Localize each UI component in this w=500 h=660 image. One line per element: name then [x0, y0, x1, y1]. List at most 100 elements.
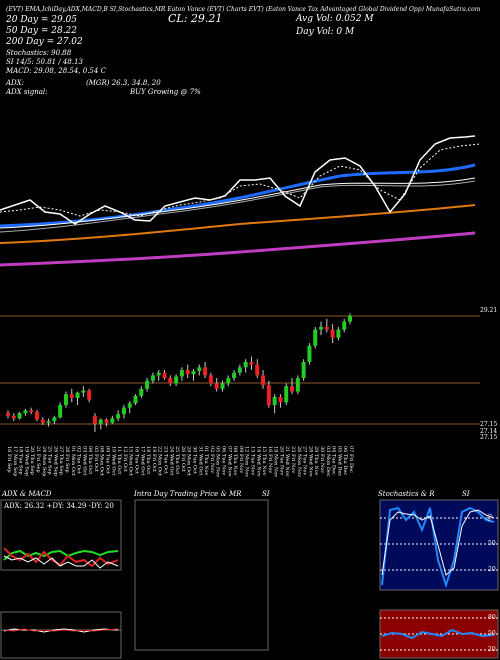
x-tick-label: 23 Tue Oct: [163, 446, 169, 474]
candle-body: [307, 345, 312, 362]
x-tick-label: 08 Mon Oct: [99, 446, 105, 476]
stoch-d-line: [381, 509, 495, 576]
candle-body: [52, 417, 57, 422]
candle-body: [319, 326, 324, 330]
x-tick-label: 17 Mon Sep: [12, 446, 18, 476]
buy-signal: BUY Growing @ 7%: [130, 88, 201, 96]
x-tick-label: 21 Fri Sep: [35, 446, 41, 473]
candle-body: [237, 367, 242, 373]
stoch-level-80-label: 80: [484, 512, 495, 523]
ema-200-line: [0, 231, 476, 267]
candle-body: [162, 372, 167, 379]
candle-body: [34, 412, 39, 420]
candle-body: [81, 390, 86, 393]
x-tick-label: 30 Fri Nov: [319, 446, 325, 473]
candle-body: [266, 385, 271, 405]
candle-body: [342, 321, 347, 330]
price-chart: 16 Fri Sep 17 Mon Sep 18 Tue Sep 19 Wed Sep…: [0, 135, 481, 477]
candle-body: [58, 405, 63, 418]
stochastics-title: Stochastics & R: [378, 490, 435, 498]
candle-body: [69, 394, 74, 398]
x-tick-label: 25 Thu Oct: [174, 446, 180, 474]
day-volume: Day Vol: 0 M: [296, 27, 355, 37]
x-tick-label: 09 Tue Oct: [105, 446, 111, 474]
ema-20-line: [0, 177, 476, 229]
x-tick-label: 12 Mon Nov: [244, 446, 250, 477]
candle-body: [63, 394, 68, 405]
candle-body: [348, 315, 352, 322]
price-axis-low-1: 27.15: [480, 421, 498, 428]
x-tick-label: 05 Fri Oct: [93, 446, 99, 472]
macd-panel: [0, 611, 122, 659]
si-level-50-label: 50: [488, 630, 496, 637]
candle-body: [92, 415, 97, 424]
x-tick-label: 12 Fri Oct: [122, 446, 128, 472]
x-tick-label: 06 Thu Dec: [342, 446, 348, 475]
adx-values: (MGR) 26.3, 34.8, 20: [86, 79, 161, 87]
x-tick-label: 07 Wed Nov: [226, 446, 232, 477]
x-tick-label: 14 Wed Nov: [255, 446, 261, 477]
x-tick-label: 29 Mon Oct: [186, 446, 192, 476]
adx-stats: ADX: 26.32 +DY: 34.29 -DY: 20: [4, 502, 114, 510]
adx-plus-line: [3, 549, 119, 561]
macd-line: [3, 628, 119, 633]
stoch-level-20-label: 20: [488, 566, 496, 573]
x-tick-label: 08 Thu Nov: [232, 446, 238, 476]
price-axis-low-2: 27.14: [480, 428, 498, 435]
candle-body: [313, 329, 318, 346]
candle-body: [179, 370, 184, 377]
candle-body: [330, 329, 335, 338]
adx-label: ADX:: [6, 79, 25, 87]
price-axis-low-3: 27.15: [480, 434, 498, 441]
si-label: SI 14/5: 50.81 / 48.13: [6, 58, 83, 66]
candle-body: [295, 378, 300, 392]
x-tick-label: 15 Thu Nov: [261, 446, 267, 476]
x-tick-label: 01 Mon Oct: [70, 446, 76, 476]
candle-body: [336, 329, 341, 338]
candle-body: [127, 403, 132, 408]
candle-body: [174, 376, 179, 384]
price-axis-top: 29.21: [480, 307, 498, 314]
macd-signal-line: [3, 628, 119, 632]
x-tick-label: 09 Fri Nov: [238, 446, 244, 473]
x-axis-labels: 16 Fri Sep 17 Mon Sep 18 Tue Sep 19 Wed Sep…: [6, 446, 354, 477]
candle-body: [11, 415, 16, 419]
x-tick-label: 19 Mon Nov: [273, 446, 279, 477]
candle-body: [301, 361, 306, 379]
adx-macd-title: ADX & MACD: [2, 490, 52, 498]
x-tick-label: 23 Fri Nov: [290, 446, 296, 473]
candles-group: [6, 313, 352, 432]
x-tick-label: 26 Fri Oct: [180, 446, 186, 472]
x-tick-label: 05 Mon Nov: [215, 446, 221, 477]
candle-body: [261, 375, 266, 386]
x-tick-label: 04 Thu Oct: [87, 446, 93, 474]
candle-body: [226, 378, 231, 384]
candle-body: [23, 410, 28, 414]
x-tick-label: 02 Tue Oct: [76, 446, 82, 474]
x-tick-label: 06 Tue Nov: [220, 446, 226, 475]
x-tick-label: 13 Tue Nov: [249, 446, 255, 475]
x-tick-label: 11 Thu Oct: [116, 446, 122, 474]
candle-body: [191, 371, 196, 375]
intraday-panel: [134, 499, 269, 651]
stochastics-label: Stochastics: 90.88: [6, 49, 72, 57]
candle-body: [243, 361, 248, 368]
x-tick-label: 27 Thu Sep: [58, 446, 64, 475]
candle-body: [290, 386, 295, 392]
ema-10-line: [0, 180, 476, 233]
candle-body: [284, 386, 289, 403]
candle-body: [145, 380, 150, 389]
candle-body: [197, 367, 202, 372]
ema20-label: 20 Day = 29.05: [6, 15, 78, 25]
candle-body: [208, 375, 213, 384]
x-tick-label: 05 Wed Dec: [336, 446, 342, 476]
candle-body: [272, 396, 277, 405]
candle-body: [104, 419, 109, 423]
x-tick-label: 15 Mon Oct: [128, 446, 134, 476]
candle-body: [98, 419, 103, 424]
x-tick-label: 17 Wed Oct: [139, 446, 145, 475]
x-tick-label: 18 Thu Oct: [145, 446, 151, 474]
candle-body: [185, 370, 190, 375]
x-tick-label: 16 Tue Oct: [134, 446, 140, 474]
candle-body: [278, 396, 283, 403]
